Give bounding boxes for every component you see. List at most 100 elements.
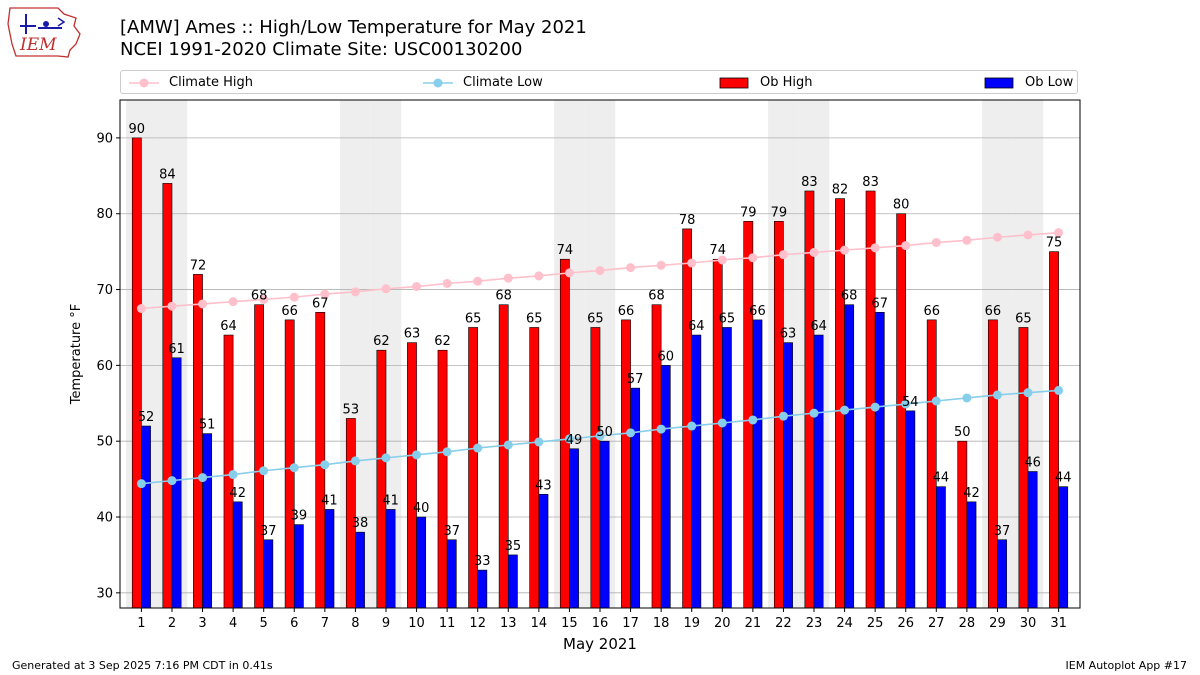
ob-high-bar-label: 65: [526, 311, 543, 326]
climate-low-point: [442, 447, 452, 457]
y-tick-label: 40: [96, 511, 113, 526]
x-tick-label: 6: [290, 616, 298, 631]
ob-low-bar-label: 35: [505, 539, 522, 554]
climate-low-point: [687, 421, 697, 431]
climate-high-point: [198, 299, 208, 309]
ob-high-bar: [621, 319, 631, 609]
x-tick-label: 17: [622, 616, 639, 631]
x-tick-label: 4: [229, 616, 237, 631]
climate-high-point: [595, 266, 605, 276]
ob-high-bar: [498, 304, 509, 609]
ob-low-bar-label: 54: [902, 395, 919, 410]
ob-high-bar: [407, 342, 417, 609]
ob-high-bar: [987, 319, 998, 609]
ob-low-bar: [905, 410, 916, 609]
climate-high-point: [442, 278, 452, 288]
ob-low-bar: [1058, 486, 1069, 609]
legend-item-climate-high: Climate High: [127, 74, 287, 92]
ob-high-bar-label: 66: [618, 304, 635, 319]
climate-low-point: [778, 411, 788, 421]
ob-high-bar: [193, 274, 203, 609]
x-tick-label: 26: [897, 616, 914, 631]
ob-low-bar: [293, 524, 304, 609]
climate-low-point: [717, 418, 727, 428]
ob-low-bar-label: 41: [382, 493, 399, 508]
ob-high-bar-label: 74: [557, 243, 574, 258]
climate-low-point: [289, 463, 299, 473]
ob-high-bar: [529, 327, 540, 609]
ob-high-bar-label: 82: [832, 183, 849, 198]
generated-timestamp: Generated at 3 Sep 2025 7:16 PM CDT in 0…: [12, 659, 273, 672]
ob-low-bar: [569, 448, 579, 609]
ob-high-bar-label: 63: [404, 327, 421, 342]
ob-low-bar: [141, 425, 151, 609]
climate-low-point: [901, 399, 911, 409]
climate-high-point: [259, 294, 269, 304]
climate-low-point: [564, 434, 574, 444]
ob-low-bar-label: 66: [749, 304, 766, 319]
x-tick-label: 23: [806, 616, 823, 631]
x-tick-label: 8: [351, 616, 359, 631]
climate-low-point: [656, 424, 666, 434]
ob-low-bar: [232, 501, 243, 609]
ob-low-bar-label: 37: [443, 524, 460, 539]
climate-high-point: [931, 238, 941, 248]
x-tick-label: 13: [500, 616, 517, 631]
climate-high-point: [1023, 230, 1033, 240]
chart-title: [AMW] Ames :: High/Low Temperature for M…: [120, 17, 587, 61]
ob-low-bar: [783, 342, 793, 609]
climate-low-point: [931, 396, 941, 406]
ob-low-legend-swatch: [984, 77, 1014, 89]
legend-label-climate-high: Climate High: [169, 75, 254, 90]
y-tick-label: 90: [96, 131, 113, 146]
x-tick-label: 29: [989, 616, 1006, 631]
climate-high-point: [992, 232, 1002, 242]
ob-low-bar-label: 65: [719, 311, 736, 326]
ob-high-bar: [682, 228, 693, 609]
ob-high-bar-label: 65: [1015, 311, 1032, 326]
ob-low-bar: [844, 304, 855, 609]
climate-high-point: [870, 243, 880, 253]
ob-low-bar-label: 40: [413, 501, 430, 516]
ob-low-bar: [263, 539, 274, 609]
ob-high-bar-label: 68: [648, 289, 665, 304]
ob-low-bar-label: 37: [260, 524, 277, 539]
x-tick-label: 12: [469, 616, 486, 631]
x-tick-label: 18: [653, 616, 670, 631]
ob-low-bar-label: 51: [199, 418, 216, 433]
ob-high-bar-label: 84: [159, 167, 176, 182]
ob-low-bar-label: 37: [994, 524, 1011, 539]
ob-low-bar: [416, 516, 427, 609]
climate-low-point: [320, 460, 330, 470]
ob-high-legend-swatch: [719, 77, 749, 89]
climate-high-point: [626, 263, 636, 273]
y-axis-label: Temperature °F: [69, 304, 84, 405]
ob-high-bar: [590, 327, 601, 609]
x-tick-label: 1: [137, 616, 145, 631]
x-tick-label: 27: [928, 616, 945, 631]
ob-high-bar-label: 64: [220, 319, 237, 334]
ob-low-bar: [202, 433, 213, 609]
climate-high-point: [1054, 228, 1064, 238]
ob-high-bar-label: 79: [740, 205, 757, 220]
climate-low-point: [870, 402, 880, 412]
ob-low-bar-label: 52: [138, 410, 155, 425]
ob-high-bar: [743, 221, 754, 609]
x-tick-label: 20: [714, 616, 731, 631]
x-tick-label: 9: [382, 616, 390, 631]
climate-high-point: [503, 273, 513, 283]
ob-high-bar: [835, 198, 845, 609]
ob-high-bar-label: 75: [1046, 236, 1063, 251]
ob-high-bar: [1049, 251, 1059, 609]
title-line-1: [AMW] Ames :: High/Low Temperature for M…: [120, 17, 587, 38]
climate-low-point: [626, 428, 636, 438]
legend-item-climate-low: Climate Low: [421, 74, 581, 92]
climate-low-point: [381, 453, 391, 463]
climate-low-point: [473, 443, 483, 453]
climate-low-point: [809, 408, 819, 418]
ob-high-bar-label: 68: [251, 289, 268, 304]
ob-high-bar-label: 78: [679, 213, 696, 228]
legend-item-ob-high: Ob High: [718, 74, 858, 92]
legend-label-climate-low: Climate Low: [463, 75, 543, 90]
ob-high-bar-label: 68: [495, 289, 512, 304]
